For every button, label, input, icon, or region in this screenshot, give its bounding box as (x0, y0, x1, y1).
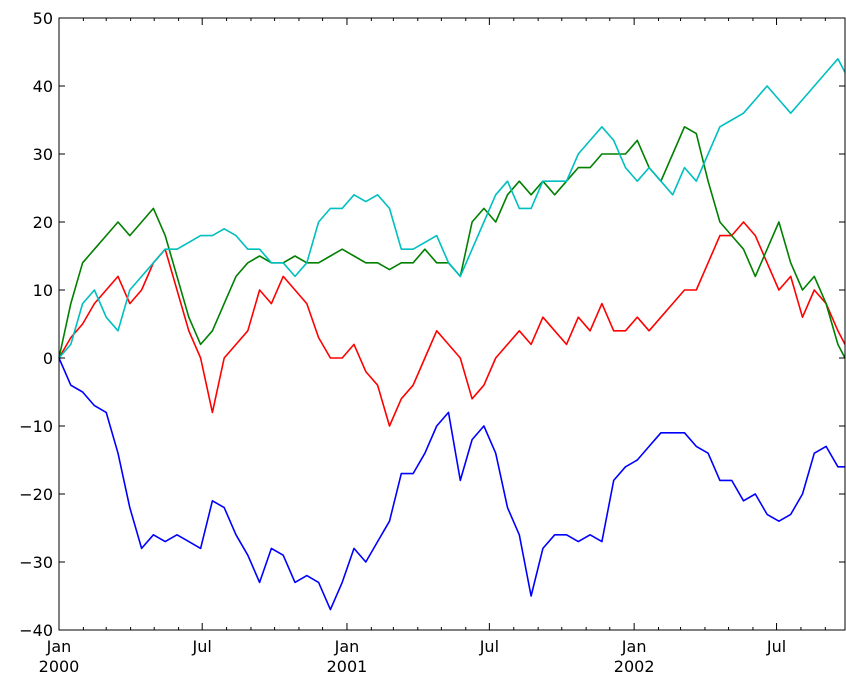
y-tick-label: −30 (19, 553, 53, 572)
y-axis: −40 −30 −20 −10 0 10 20 30 40 50 (19, 9, 845, 640)
y-tick-label: 20 (33, 213, 53, 232)
y-tick-label: −40 (19, 621, 53, 640)
series-line-2 (58, 221, 846, 427)
x-tick-label: Jul (192, 637, 212, 656)
plot-area-border (58, 17, 846, 631)
x-tick-label: Jan (46, 637, 72, 656)
y-tick-label: 30 (33, 145, 53, 164)
x-tick-label: Jan (334, 637, 360, 656)
series-line-3 (58, 126, 846, 359)
plot-frame (58, 17, 846, 631)
x-tick-label: Jul (479, 637, 499, 656)
x-tick-year-label: 2000 (39, 657, 80, 676)
series-line-4 (58, 57, 846, 359)
series-layer (58, 57, 846, 611)
x-tick-label: Jan (621, 637, 647, 656)
y-tick-label: 50 (33, 9, 53, 28)
x-tick-label: Jul (766, 637, 786, 656)
y-tick-label: −10 (19, 417, 53, 436)
x-tick-year-label: 2001 (327, 657, 368, 676)
y-tick-label: 40 (33, 77, 53, 96)
series-line-1 (58, 357, 845, 611)
x-tick-year-label: 2002 (614, 657, 655, 676)
y-tick-label: −20 (19, 485, 53, 504)
y-tick-label: 0 (43, 349, 53, 368)
y-tick-label: 10 (33, 281, 53, 300)
